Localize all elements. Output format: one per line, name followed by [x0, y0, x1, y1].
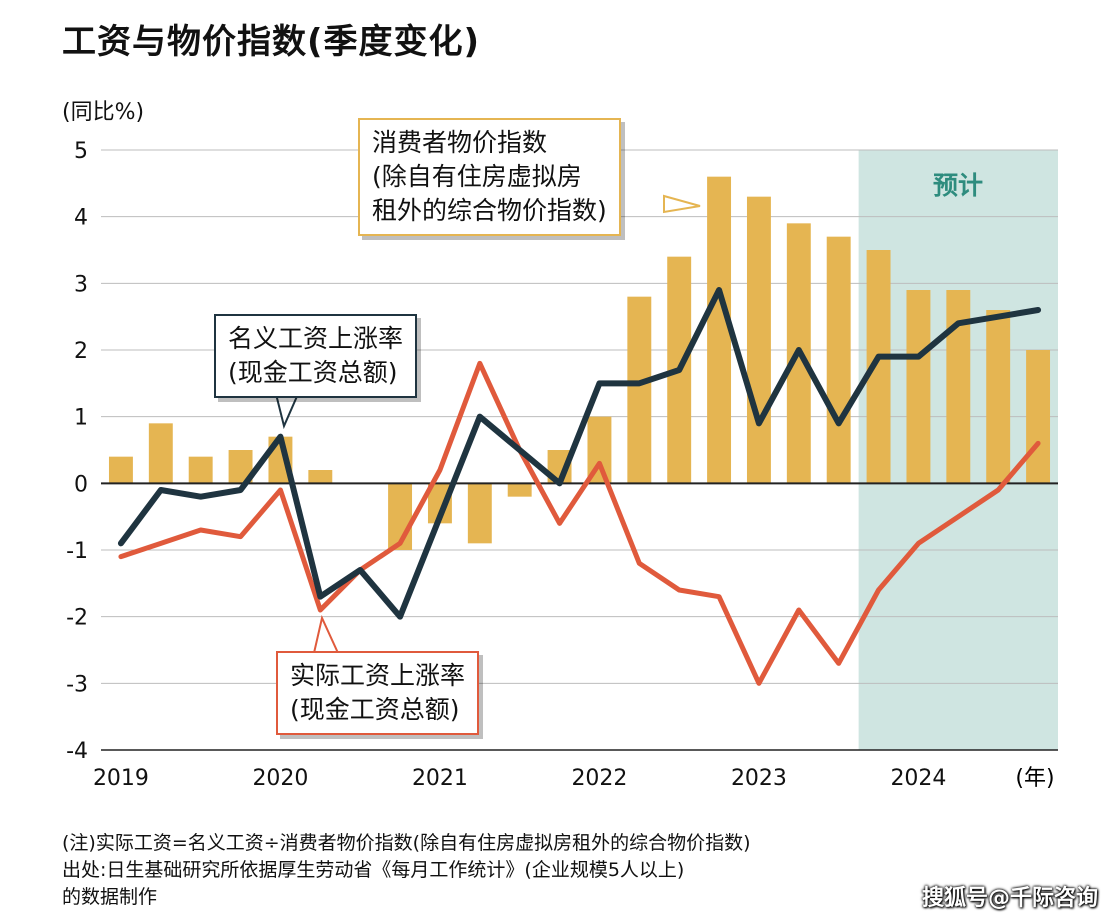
footnote-line: (注)实际工资=名义工资÷消费者物价指数(除自有住房虚拟房租外的综合物价指数)	[62, 832, 751, 854]
footnote-line: 出处:日生基础研究所依据厚生劳动省《每月工作统计》(企业规模5人以上)	[62, 859, 685, 881]
nominal-callout-pointer	[274, 393, 300, 430]
footnote-line: 的数据制作	[62, 886, 158, 908]
y-tick-label: 0	[74, 472, 88, 497]
y-tick-label: -1	[66, 539, 88, 564]
cpi-callout-line: (除自有住房虚拟房	[372, 162, 582, 191]
cpi-bar	[308, 470, 333, 484]
watermark: 搜狐号@千际咨询	[921, 886, 1098, 911]
y-tick-label: 1	[74, 406, 88, 431]
real-wage-callout: 实际工资上涨率 (现金工资总额)	[276, 651, 480, 735]
y-tick-label: 2	[74, 339, 88, 364]
y-tick-label: 3	[74, 272, 88, 297]
cpi-bar	[587, 416, 612, 484]
cpi-bar	[826, 236, 851, 484]
x-axis-unit: (年)	[1015, 766, 1054, 791]
nominal-callout-line: 名义工资上涨率	[228, 324, 404, 353]
cpi-bar	[866, 250, 891, 484]
x-tick-label: 2022	[571, 766, 627, 791]
nominal-wage-callout: 名义工资上涨率 (现金工资总额)	[214, 314, 418, 398]
y-tick-label: 5	[74, 139, 88, 164]
cpi-bar	[906, 290, 931, 484]
cpi-callout-line: 租外的综合物价指数)	[372, 196, 607, 225]
x-tick-labels: 2019 2020 2021 2022 2023 2024	[93, 766, 947, 791]
cpi-bar	[427, 483, 452, 524]
x-tick-label: 2021	[412, 766, 468, 791]
real-callout-line: (现金工资总额)	[290, 695, 460, 724]
cpi-bar	[148, 423, 173, 484]
cpi-bar	[507, 483, 532, 497]
y-tick-labels: 5 4 3 2 1 0 -1 -2 -3 -4	[66, 139, 88, 764]
cpi-bar	[627, 296, 652, 484]
cpi-bar	[707, 176, 732, 484]
cpi-bar	[228, 450, 253, 484]
y-tick-label: -3	[66, 672, 88, 697]
cpi-callout-pointer	[663, 194, 701, 214]
nominal-callout-line: (现金工资总额)	[228, 358, 398, 387]
chart-title: 工资与物价指数(季度变化)	[62, 22, 481, 62]
cpi-callout: 消费者物价指数 (除自有住房虚拟房 租外的综合物价指数)	[358, 118, 621, 236]
x-tick-label: 2019	[93, 766, 149, 791]
x-tick-label: 2020	[252, 766, 308, 791]
forecast-label: 预计	[933, 171, 983, 200]
cpi-bar	[986, 310, 1011, 484]
real-callout-line: 实际工资上涨率	[290, 661, 466, 690]
nominal-wage-line	[117, 287, 1042, 620]
y-tick-label: -2	[66, 606, 88, 631]
x-tick-label: 2024	[890, 766, 946, 791]
x-tick-label: 2023	[731, 766, 787, 791]
cpi-bar	[188, 456, 213, 484]
y-axis-unit: (同比%)	[62, 100, 145, 125]
cpi-bar	[746, 196, 771, 484]
cpi-bar	[108, 456, 133, 484]
footnote: (注)实际工资=名义工资÷消费者物价指数(除自有住房虚拟房租外的综合物价指数) …	[62, 830, 751, 911]
cpi-bar	[1026, 350, 1051, 484]
cpi-bar	[467, 483, 492, 544]
real-wage-line	[118, 360, 1041, 686]
real-callout-pointer	[312, 614, 340, 654]
y-tick-label: 4	[74, 206, 88, 231]
cpi-bar	[946, 290, 971, 484]
cpi-callout-line: 消费者物价指数	[372, 128, 548, 157]
y-tick-label: -4	[66, 739, 88, 764]
